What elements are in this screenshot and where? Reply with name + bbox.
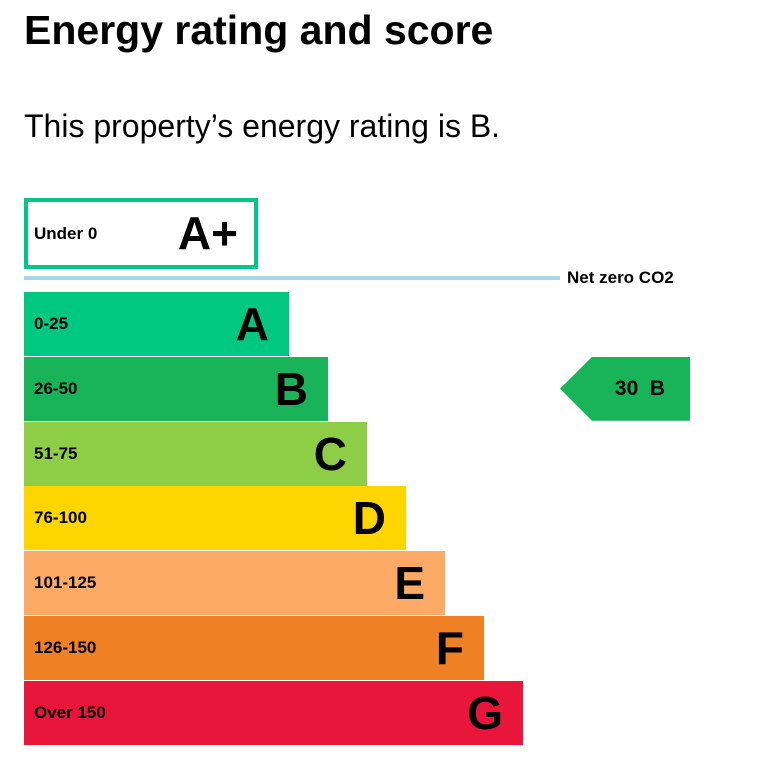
current-score: 30 bbox=[614, 376, 639, 400]
current-rating-label: 30 B bbox=[560, 357, 690, 421]
band-e-range: 101-125 bbox=[34, 573, 97, 593]
current-band: B bbox=[649, 376, 666, 400]
band-a-range: 0-25 bbox=[34, 314, 69, 333]
band-b-range: 26-50 bbox=[34, 378, 78, 398]
band-a-plus-range: Under 0 bbox=[34, 224, 98, 243]
page-subtitle: This property’s energy rating is B. bbox=[24, 108, 501, 144]
band-b-letter: B bbox=[274, 362, 308, 415]
band-g-range: Over 150 bbox=[34, 702, 106, 722]
band-f-letter: F bbox=[435, 622, 464, 674]
net-zero-label: Net zero CO2 bbox=[567, 268, 674, 287]
band-f: 126-150 F bbox=[24, 616, 484, 680]
band-a-letter: A bbox=[235, 298, 269, 350]
current-rating-arrow: 30 B bbox=[560, 356, 690, 421]
band-e-letter: E bbox=[394, 557, 425, 610]
band-c: 51-75 C bbox=[24, 421, 367, 486]
band-g-letter: G bbox=[467, 686, 503, 739]
band-a: 0-25 A bbox=[24, 292, 289, 356]
band-b: 26-50 B bbox=[24, 356, 328, 421]
band-d: 76-100 D bbox=[24, 486, 406, 551]
band-g: Over 150 G bbox=[24, 680, 523, 745]
band-d-letter: D bbox=[352, 492, 386, 545]
page-title: Energy rating and score bbox=[24, 7, 494, 53]
net-zero-line bbox=[24, 276, 560, 280]
band-a-plus: Under 0 A+ bbox=[24, 198, 258, 269]
band-e: 101-125 E bbox=[24, 551, 445, 616]
band-f-range: 126-150 bbox=[34, 638, 97, 657]
band-d-range: 76-100 bbox=[34, 508, 87, 528]
band-c-letter: C bbox=[313, 427, 347, 480]
band-a-plus-letter: A+ bbox=[177, 207, 238, 259]
band-c-range: 51-75 bbox=[34, 443, 78, 463]
